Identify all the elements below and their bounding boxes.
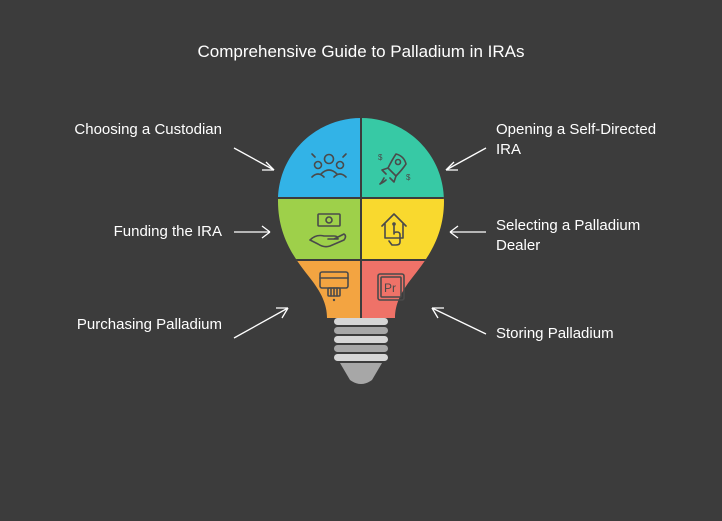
people-group-icon bbox=[310, 148, 348, 186]
rocket-dollar-icon: $ $ bbox=[374, 148, 412, 186]
lightbulb-infographic: $ $ Pr bbox=[278, 118, 444, 438]
arrow-purchasing bbox=[232, 300, 296, 344]
arrow-funding bbox=[232, 221, 276, 243]
arrow-selecting bbox=[444, 221, 488, 243]
label-text: Purchasing Palladium bbox=[77, 316, 222, 333]
label-custodian: Choosing a Custodian bbox=[62, 120, 222, 140]
label-selecting: Selecting a Palladium Dealer bbox=[496, 216, 676, 257]
label-text: Opening a Self-Directed IRA bbox=[496, 121, 656, 158]
bulb-base bbox=[334, 318, 388, 384]
label-text: Choosing a Custodian bbox=[74, 121, 222, 138]
hand-cash-icon bbox=[306, 210, 348, 248]
svg-text:$: $ bbox=[378, 153, 383, 162]
house-touch-icon bbox=[374, 208, 414, 248]
arrow-storing bbox=[424, 300, 488, 344]
label-text: Storing Palladium bbox=[496, 325, 614, 342]
label-purchasing: Purchasing Palladium bbox=[62, 315, 222, 335]
svg-text:$: $ bbox=[406, 173, 411, 182]
label-storing: Storing Palladium bbox=[496, 324, 676, 344]
atm-card-icon bbox=[316, 268, 352, 304]
page-title: Comprehensive Guide to Palladium in IRAs bbox=[0, 42, 722, 62]
pr-box-icon: Pr bbox=[374, 270, 408, 304]
arrow-custodian bbox=[232, 140, 282, 180]
label-funding: Funding the IRA bbox=[62, 222, 222, 242]
arrow-opening bbox=[438, 140, 488, 180]
svg-text:Pr: Pr bbox=[384, 281, 396, 295]
label-text: Funding the IRA bbox=[114, 223, 222, 240]
label-opening: Opening a Self-Directed IRA bbox=[496, 120, 676, 161]
lightbulb-svg bbox=[278, 118, 444, 438]
label-text: Selecting a Palladium Dealer bbox=[496, 217, 640, 254]
